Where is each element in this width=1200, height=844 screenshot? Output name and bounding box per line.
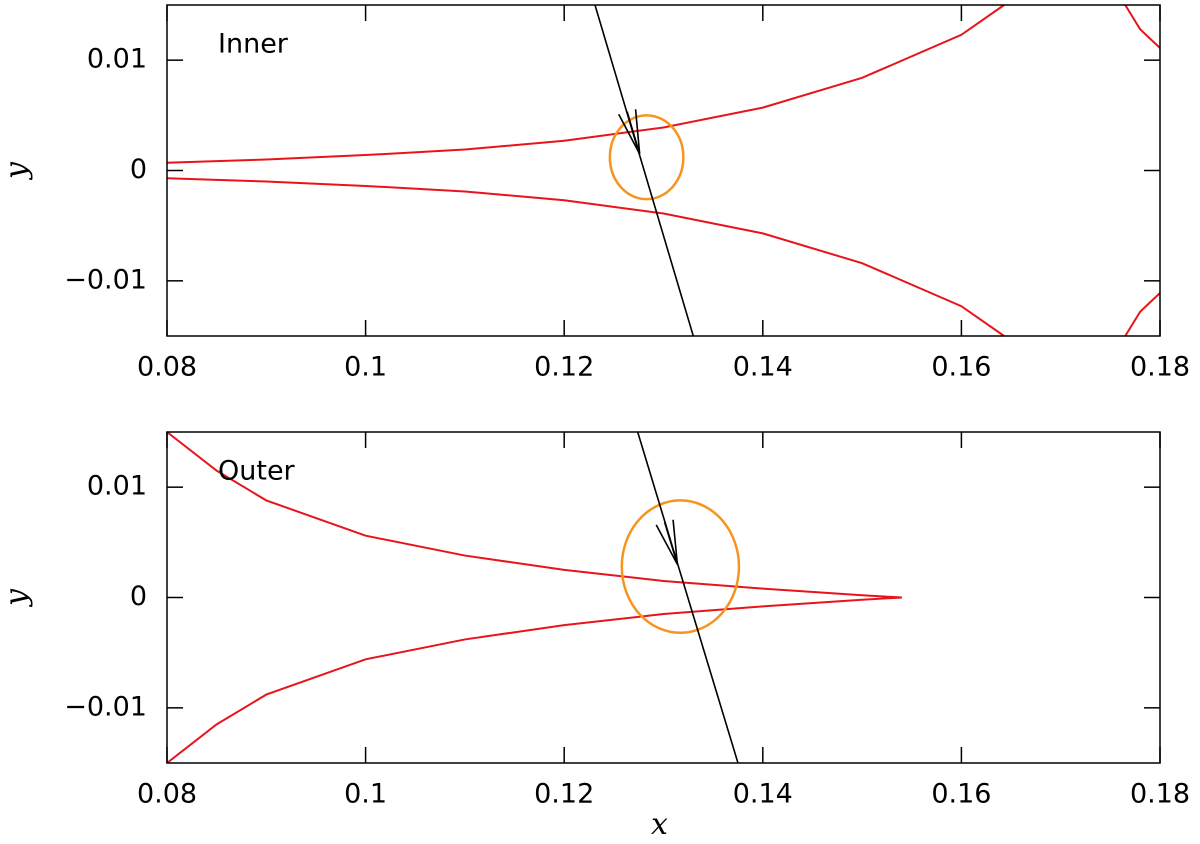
plot-frame (166, 431, 1161, 764)
y-tick-label: −0.01 (64, 691, 147, 722)
panel-annotation: Inner (218, 29, 289, 60)
x-tick-label: 0.18 (1130, 352, 1190, 383)
caustic-curve (166, 596, 902, 764)
y-axis-label: y (0, 161, 34, 181)
trajectory (594, 4, 695, 337)
y-tick-label: 0.01 (87, 44, 147, 75)
x-axis-label: x (651, 807, 668, 842)
x-tick-label: 0.16 (931, 352, 991, 383)
x-tick-label: 0.14 (733, 352, 793, 383)
panel: 0.08 0.1 0.12 0.14 0.16 0.18 −0.01 0 0.01 Inner y (0, 4, 1190, 383)
x-tick-label: 0.1 (344, 779, 387, 810)
caustic-curve (1124, 4, 1161, 49)
x-tick-label: 0.1 (344, 352, 387, 383)
caustic-curve (166, 4, 1005, 164)
panel: 0.08 0.1 0.12 0.14 0.16 0.18 −0.01 0 0.01 Outer y x (0, 431, 1190, 842)
x-tick-label: 0.08 (137, 779, 197, 810)
x-tick-label: 0.18 (1130, 779, 1190, 810)
y-tick-label: −0.01 (64, 264, 147, 295)
x-tick-label: 0.12 (534, 352, 594, 383)
panel-annotation: Outer (218, 456, 296, 487)
plot-frame (166, 4, 1161, 337)
y-tick-label: 0 (130, 154, 147, 185)
caustic-curve (166, 177, 1005, 337)
y-tick-label: 0.01 (87, 471, 147, 502)
trajectory-arrow (655, 519, 679, 565)
caustic-curve (166, 431, 902, 599)
trajectory (636, 431, 739, 764)
source-circle (620, 499, 741, 635)
y-tick-label: 0 (130, 581, 147, 612)
x-tick-label: 0.16 (931, 779, 991, 810)
trajectory-arrow (617, 109, 641, 155)
x-tick-label: 0.08 (137, 352, 197, 383)
x-tick-label: 0.14 (733, 779, 793, 810)
y-axis-label: y (0, 588, 34, 608)
x-tick-label: 0.12 (534, 779, 594, 810)
caustic-curve (1124, 292, 1161, 337)
source-circle (608, 114, 685, 201)
